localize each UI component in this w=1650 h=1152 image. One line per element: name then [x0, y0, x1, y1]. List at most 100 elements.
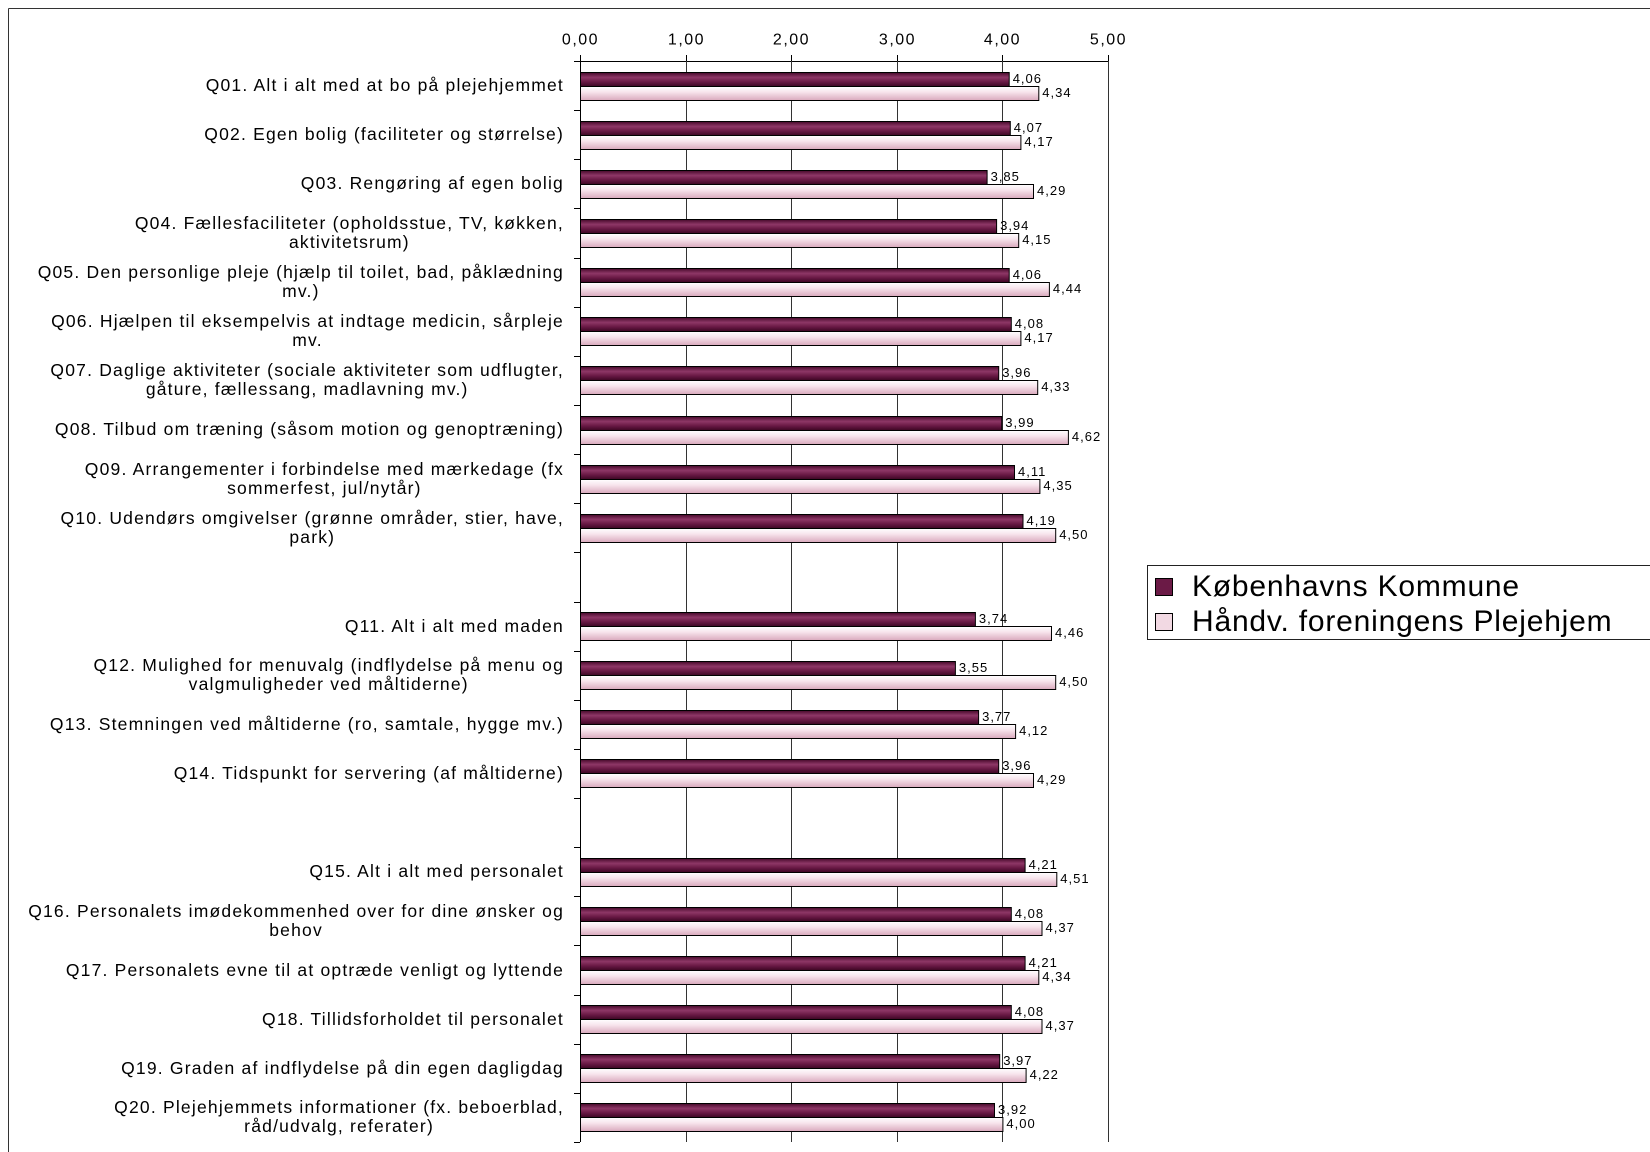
category-label-q17: Q17. Personalets evne til at optræde ven…	[66, 946, 564, 995]
tick-label-2: 2,00	[773, 32, 810, 49]
value-label-series-2-q16: 4,37	[1046, 920, 1075, 935]
category-label-q18: Q18. Tillidsforholdet til personalet	[262, 995, 564, 1044]
category-label-q03: Q03. Rengøring af egen bolig	[301, 159, 564, 208]
category-label-text: Q10. Udendørs omgivelser (grønne områder…	[60, 507, 564, 547]
category-label-q14: Q14. Tidspunkt for servering (af måltide…	[174, 749, 564, 798]
category-label-text: Q06. Hjælpen til eksempelvis at indtage …	[51, 311, 564, 351]
legend-label-series-2: Håndv. foreningens Plejehjem	[1192, 605, 1613, 638]
category-label-q10: Q10. Udendørs omgivelser (grønne områder…	[61, 503, 564, 552]
bar-series-2-q06	[580, 331, 1022, 346]
value-label-series-1-q16: 4,08	[1015, 906, 1044, 921]
value-label-series-1-q10: 4,19	[1027, 513, 1056, 528]
category-label-q11: Q11. Alt i alt med maden	[345, 602, 564, 651]
category-label-text: Q18. Tillidsforholdet til personalet	[262, 1008, 564, 1029]
value-label-series-2-q09: 4,35	[1043, 478, 1072, 493]
bar-series-2-q02	[580, 135, 1022, 150]
value-label-series-2-q06: 4,17	[1024, 330, 1053, 345]
category-label-q06: Q06. Hjælpen til eksempelvis at indtage …	[51, 307, 564, 356]
category-label-text: Q05. Den personlige pleje (hjælp til toi…	[37, 262, 564, 302]
category-label-q12: Q12. Mulighed for menuvalg (indflydelse …	[93, 651, 564, 700]
value-label-series-2-q19: 4,22	[1030, 1067, 1059, 1082]
bar-series-2-q19	[580, 1068, 1027, 1083]
bar-series-2-q01	[580, 86, 1040, 101]
category-label-q02: Q02. Egen bolig (faciliteter og størrels…	[204, 110, 564, 159]
tick-label-5: 5,00	[1090, 32, 1127, 49]
value-label-series-2-q14: 4,29	[1037, 772, 1066, 787]
category-label-q04: Q04. Fællesfaciliteter (opholdsstue, TV,…	[135, 208, 564, 257]
bar-series-2-q12	[580, 675, 1057, 690]
value-label-series-2-q20: 4,00	[1006, 1116, 1035, 1131]
category-label-text: Q15. Alt i alt med personalet	[309, 861, 564, 882]
value-label-series-2-q13: 4,12	[1019, 723, 1048, 738]
value-label-series-1-q03: 3,85	[991, 169, 1020, 184]
category-label-q07: Q07. Daglige aktiviteter (sociale aktivi…	[50, 356, 564, 405]
category-label-q19: Q19. Graden af indflydelse på din egen d…	[121, 1044, 564, 1093]
bar-series-2-q04	[580, 233, 1020, 248]
bar-series-2-q11	[580, 626, 1052, 641]
value-labels: 0,00 1,00 2,00 3,00 4,00 5,004,064,344,074,17…	[562, 32, 1127, 1132]
bar-series-2-q15	[580, 872, 1058, 887]
legend-item-series-2: Håndv. foreningens Plejehjem	[1155, 605, 1612, 639]
category-label-q13: Q13. Stemningen ved måltiderne (ro, samt…	[50, 700, 564, 749]
value-label-series-1-q14: 3,96	[1002, 758, 1031, 773]
value-label-series-2-q07: 4,33	[1041, 379, 1070, 394]
value-label-series-1-q12: 3,55	[959, 660, 988, 675]
tick-label-1: 1,00	[668, 32, 705, 49]
value-label-series-2-q12: 4,50	[1059, 674, 1088, 689]
bar-series-2-q18	[580, 1019, 1043, 1034]
bar-series-2-q03	[580, 184, 1034, 199]
value-label-series-1-q05: 4,06	[1013, 267, 1042, 282]
bar-series-2-q13	[580, 724, 1017, 739]
value-label-series-1-q04: 3,94	[1000, 218, 1029, 233]
bar-series-2-q20	[580, 1117, 1004, 1132]
bar-series-2-q07	[580, 380, 1039, 395]
category-label-text: Q16. Personalets imødekommenhed over for…	[28, 900, 564, 940]
value-label-series-1-q20: 3,92	[998, 1102, 1027, 1117]
category-label-q09: Q09. Arrangementer i forbindelse med mær…	[85, 454, 564, 503]
legend-label-series-1: Københavns Kommune	[1192, 570, 1520, 603]
value-label-series-1-q19: 3,97	[1003, 1053, 1032, 1068]
value-label-series-1-q11: 3,74	[979, 611, 1008, 626]
value-label-series-2-q05: 4,44	[1053, 281, 1082, 296]
value-label-series-2-q15: 4,51	[1060, 871, 1089, 886]
category-label-text: Q08. Tilbud om træning (såsom motion og …	[54, 419, 564, 440]
category-label-q05: Q05. Den personlige pleje (hjælp til toi…	[38, 258, 564, 307]
category-label-text: Q01. Alt i alt med at bo på plejehjemmet	[205, 75, 564, 96]
bar-series-2-q16	[580, 921, 1043, 936]
category-label-q20: Q20. Plejehjemmets informationer (fx. be…	[114, 1093, 564, 1142]
category-label-text: Q20. Plejehjemmets informationer (fx. be…	[114, 1097, 564, 1137]
bar-series-2-q14	[580, 773, 1034, 788]
category-label-text: Q19. Graden af indflydelse på din egen d…	[121, 1057, 564, 1078]
value-label-series-1-q17: 4,21	[1029, 955, 1058, 970]
value-label-series-1-q01: 4,06	[1013, 71, 1042, 86]
bar-series-2-q10	[580, 528, 1057, 543]
tick-label-0: 0,00	[562, 32, 599, 49]
value-label-series-2-q11: 4,46	[1055, 625, 1084, 640]
category-label-q01: Q01. Alt i alt med at bo på plejehjemmet	[206, 61, 564, 110]
category-label-text: Q12. Mulighed for menuvalg (indflydelse …	[93, 655, 564, 695]
value-label-series-2-q10: 4,50	[1059, 527, 1088, 542]
value-label-series-1-q15: 4,21	[1029, 857, 1058, 872]
tick-label-3: 3,00	[879, 32, 916, 49]
category-label-text: Q02. Egen bolig (faciliteter og størrels…	[204, 124, 564, 145]
legend: Københavns Kommune Håndv. foreningens Pl…	[1147, 565, 1650, 640]
value-label-series-2-q17: 4,34	[1042, 969, 1071, 984]
value-label-series-2-q03: 4,29	[1037, 183, 1066, 198]
category-label-text: Q13. Stemningen ved måltiderne (ro, samt…	[49, 713, 564, 734]
category-label-q15: Q15. Alt i alt med personalet	[309, 847, 564, 896]
bars	[580, 72, 1069, 1132]
category-label-q16: Q16. Personalets imødekommenhed over for…	[28, 896, 564, 945]
value-label-series-2-q08: 4,62	[1072, 429, 1101, 444]
legend-swatch-series-1	[1155, 578, 1173, 596]
bar-series-2-q08	[580, 430, 1069, 445]
tick-label-4: 4,00	[984, 32, 1021, 49]
category-label-q08: Q08. Tilbud om træning (såsom motion og …	[55, 405, 564, 454]
category-label-text: Q17. Personalets evne til at optræde ven…	[65, 959, 564, 980]
value-label-series-2-q01: 4,34	[1042, 85, 1071, 100]
value-label-series-2-q02: 4,17	[1024, 134, 1053, 149]
value-label-series-2-q18: 4,37	[1046, 1018, 1075, 1033]
value-label-series-2-q04: 4,15	[1022, 232, 1051, 247]
category-label-text: Q09. Arrangementer i forbindelse med mær…	[84, 458, 564, 498]
